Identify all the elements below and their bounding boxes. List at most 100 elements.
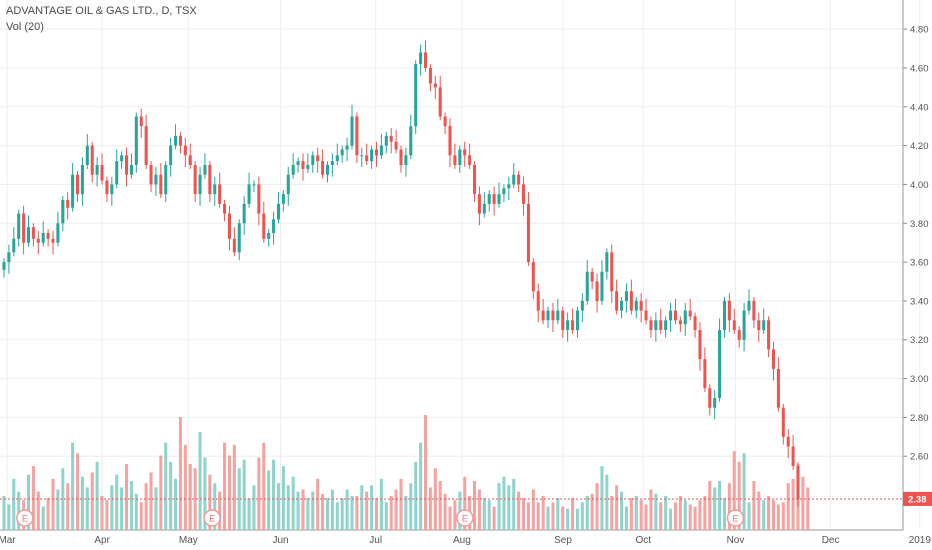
candle-body xyxy=(384,135,388,146)
candle-body xyxy=(325,165,329,175)
candle-body xyxy=(546,310,550,321)
x-tick-label: Jun xyxy=(272,535,288,546)
volume-bar xyxy=(433,468,437,530)
y-tick-label: 4.40 xyxy=(910,102,929,113)
candle-body xyxy=(512,174,516,185)
candle-body xyxy=(610,252,614,292)
volume-bar xyxy=(791,478,795,530)
candle xyxy=(414,60,418,134)
volume-bar xyxy=(2,495,6,530)
candle xyxy=(129,153,133,179)
candle xyxy=(708,384,712,416)
volume-bar xyxy=(340,498,344,530)
volume-bar xyxy=(732,451,736,530)
volume-bar xyxy=(7,504,11,530)
candle-body xyxy=(286,174,290,195)
candle xyxy=(272,211,276,245)
volume-bar xyxy=(90,472,94,530)
volume-bar xyxy=(31,466,35,530)
volume-bar xyxy=(154,487,158,530)
candle-body xyxy=(468,155,472,166)
candle-body xyxy=(561,310,565,331)
earnings-letter: E xyxy=(462,514,468,524)
candle-body xyxy=(482,203,486,214)
candle-body xyxy=(727,300,731,321)
candle-body xyxy=(90,145,94,175)
volume-bar xyxy=(708,481,712,530)
candle xyxy=(321,149,325,179)
candle-body xyxy=(796,465,800,499)
volume-bar xyxy=(350,495,354,530)
volume-bar xyxy=(742,453,746,530)
candle xyxy=(2,258,6,278)
earnings-marker: E xyxy=(203,509,221,527)
volume-bar xyxy=(286,485,290,530)
candle xyxy=(399,145,403,173)
candle xyxy=(183,137,187,167)
candle-body xyxy=(786,436,790,447)
volume-bar xyxy=(752,481,756,530)
earnings-letter: E xyxy=(732,514,738,524)
candle-body xyxy=(345,145,349,150)
candle xyxy=(350,104,354,150)
candle-body xyxy=(600,271,604,301)
candle xyxy=(105,176,109,202)
y-tick-label: 3.80 xyxy=(910,219,929,230)
candle xyxy=(487,190,491,212)
candle xyxy=(428,64,432,92)
volume-bar xyxy=(737,461,741,530)
candle xyxy=(624,283,628,313)
volume-bar xyxy=(776,504,780,530)
candle xyxy=(561,306,565,338)
x-axis-labels: Mar Apr May Jun Jul Aug Sep Oct Nov Dec 2019 xyxy=(0,535,931,546)
volume-bar xyxy=(600,466,604,530)
volume-bar xyxy=(276,483,280,530)
candle-body xyxy=(178,135,182,146)
candle-body xyxy=(306,165,310,169)
volume-indicator-label[interactable]: Vol (20) xyxy=(6,21,44,33)
volume-bar xyxy=(654,493,658,530)
candle-body xyxy=(252,184,256,186)
earnings-circle xyxy=(726,509,745,527)
candle xyxy=(311,151,315,173)
candle xyxy=(41,221,45,247)
last-price-background xyxy=(903,491,932,506)
y-tick-label: 4.80 xyxy=(910,25,929,36)
candle-body xyxy=(110,184,114,195)
candle xyxy=(536,283,540,323)
candle-body xyxy=(698,330,702,360)
volume-bar xyxy=(311,491,315,530)
candle xyxy=(473,161,477,202)
candle xyxy=(262,201,266,243)
x-tick-label: May xyxy=(179,535,198,546)
candle xyxy=(678,316,682,332)
candle-body xyxy=(26,227,31,243)
volume-bar xyxy=(267,470,271,530)
candle xyxy=(174,124,178,150)
candle xyxy=(120,151,124,169)
candle-body xyxy=(56,223,60,243)
volume-bar xyxy=(389,495,393,530)
chart-title[interactable]: ADVANTAGE OIL & GAS LTD., D, TSX xyxy=(6,5,197,17)
volume-bar xyxy=(443,493,447,530)
x-tick-label: Sep xyxy=(554,535,572,546)
candle xyxy=(76,170,80,202)
candle-body xyxy=(95,165,99,175)
volume-bar xyxy=(458,491,462,530)
candle xyxy=(659,308,663,334)
volume-bar xyxy=(629,498,633,530)
candle-body xyxy=(732,320,736,331)
candle-body xyxy=(169,145,173,166)
candle xyxy=(223,199,227,222)
candle xyxy=(620,297,624,319)
volume-bar xyxy=(223,442,227,530)
candle xyxy=(291,153,295,179)
candle-body xyxy=(526,203,530,263)
candle-body xyxy=(419,52,423,65)
candle-body xyxy=(767,320,771,350)
candle xyxy=(649,316,653,338)
volume-bar xyxy=(428,487,432,530)
volume-bar xyxy=(512,478,516,530)
